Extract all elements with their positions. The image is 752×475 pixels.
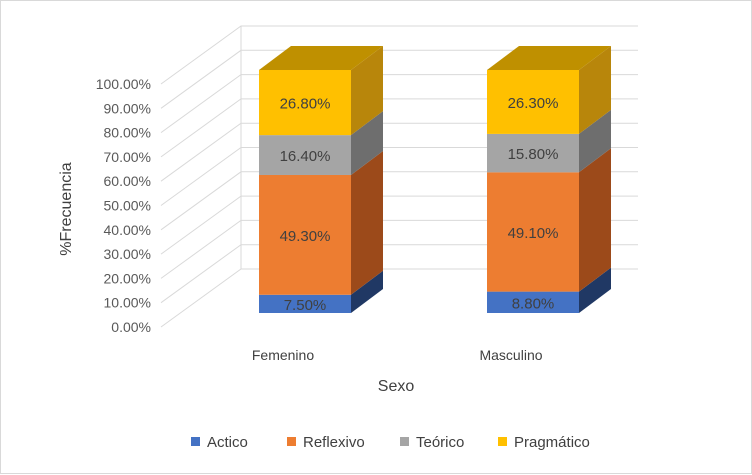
data-label: 15.80% [508, 146, 559, 163]
data-label: 8.80% [512, 295, 555, 312]
data-labels: 7.50% 49.30% 16.40% 26.80% 8.80% 49.10% 15.80%… [280, 95, 559, 314]
bars [259, 46, 611, 313]
bar-front [259, 70, 351, 136]
y-tick-label: 70.00% [104, 149, 151, 165]
legend-item-pragmático: Pragmático [498, 434, 590, 451]
gridlines [160, 25, 638, 328]
data-label: 26.80% [280, 96, 331, 113]
bar-segment-teórico-masculino [487, 109, 611, 173]
y-tick-label: 50.00% [104, 198, 151, 214]
bar-segment-pragmático-femenino [259, 46, 383, 136]
y-tick-labels: 0.00% 10.00% 20.00% 30.00% 40.00% 50.00% 60.00… [96, 76, 151, 335]
data-label: 16.40% [280, 148, 331, 165]
y-axis-title: %Frecuencia [58, 162, 75, 255]
bar-top [259, 46, 383, 70]
legend-swatch [191, 437, 200, 446]
bar-front [259, 135, 351, 175]
legend-swatch [287, 437, 296, 446]
bar-side [351, 46, 383, 136]
y-tick-label: 40.00% [104, 222, 151, 238]
legend-label: Pragmático [514, 434, 590, 451]
y-tick-label: 30.00% [104, 246, 151, 262]
data-label: 49.30% [280, 228, 331, 245]
legend-label: Reflexivo [303, 434, 365, 451]
bar-side [579, 148, 611, 292]
bar-side [351, 270, 383, 313]
bar-segment-reflexivo-femenino [259, 150, 383, 295]
y-tick-label: 60.00% [104, 173, 151, 189]
bar-segment-actico-femenino [259, 270, 383, 313]
bar-segment-teórico-femenino [259, 111, 383, 175]
data-label: 26.30% [508, 95, 559, 112]
legend-label: Actico [207, 434, 248, 451]
bar-segment-pragmático-masculino [487, 46, 611, 134]
legend-swatch [498, 437, 507, 446]
x-axis-title: Sexo [378, 378, 415, 395]
bar-side [579, 46, 611, 134]
category-label: Femenino [252, 347, 314, 363]
bar-front [259, 294, 351, 313]
bar-side [579, 109, 611, 173]
legend-item-teórico: Teórico [400, 434, 464, 451]
y-tick-label: 0.00% [111, 319, 151, 335]
bar-front [487, 133, 579, 173]
data-label: 7.50% [284, 297, 327, 314]
legend-item-reflexivo: Reflexivo [287, 434, 365, 451]
y-tick-label: 80.00% [104, 125, 151, 141]
bar-side [351, 150, 383, 295]
y-tick-label: 90.00% [104, 100, 151, 116]
bar-top [487, 46, 611, 70]
bar-front [259, 174, 351, 295]
legend-swatch [400, 437, 409, 446]
y-tick-label: 100.00% [96, 76, 151, 92]
bar-front [487, 291, 579, 313]
y-tick-label: 20.00% [104, 270, 151, 286]
legend: Actico Reflexivo Teórico Pragmático [191, 434, 590, 451]
bar-segment-reflexivo-masculino [487, 148, 611, 292]
y-tick-label: 10.00% [104, 295, 151, 311]
category-label: Masculino [479, 347, 542, 363]
bar-side [351, 111, 383, 175]
bar-segment-actico-masculino [487, 267, 611, 313]
bar-front [487, 70, 579, 134]
category-labels: Femenino Masculino [252, 347, 543, 363]
bar-side [579, 267, 611, 313]
legend-label: Teórico [416, 434, 464, 451]
legend-item-actico: Actico [191, 434, 248, 451]
data-label: 49.10% [508, 225, 559, 242]
bar-front [487, 172, 579, 292]
